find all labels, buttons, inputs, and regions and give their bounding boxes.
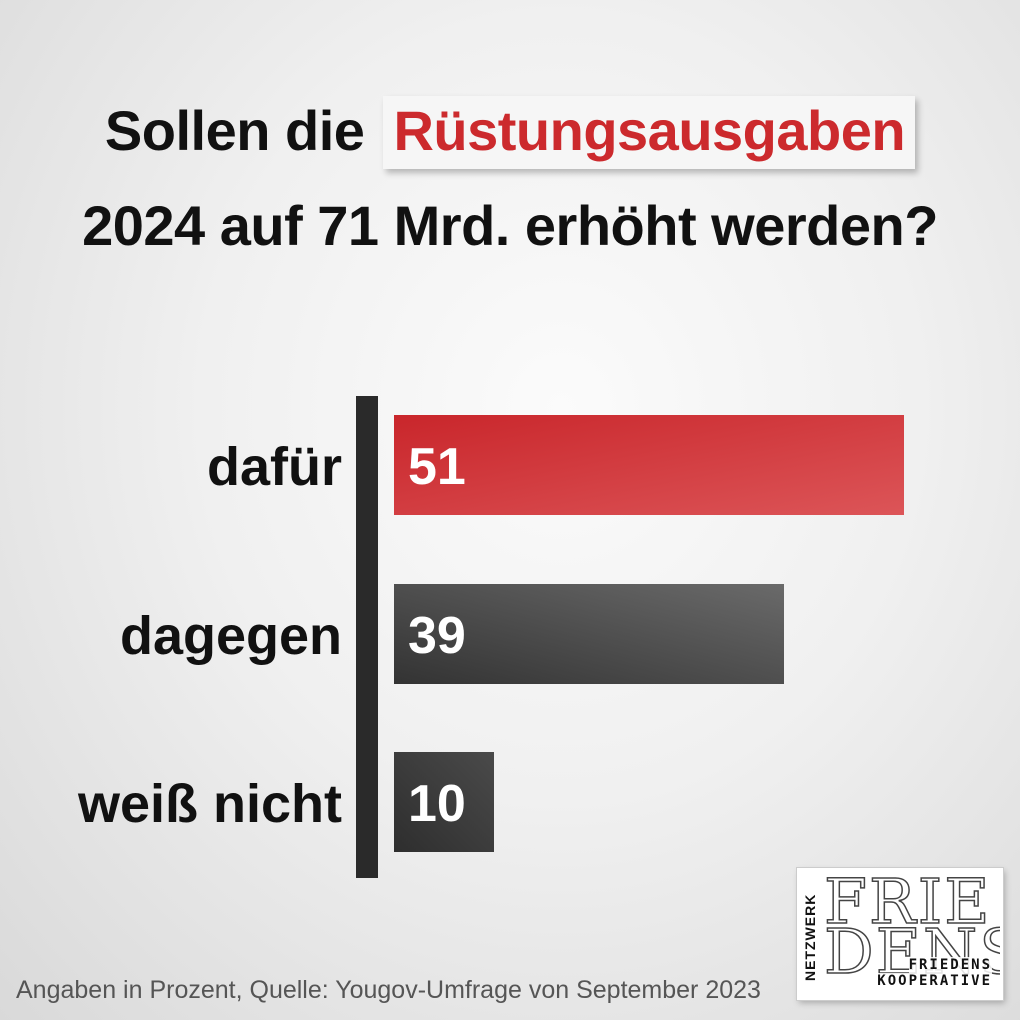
title-highlight: Rüstungsausgaben [383,96,916,169]
source-footnote: Angaben in Prozent, Quelle: Yougov-Umfra… [16,976,761,1004]
logo-text-frie: FRIE [823,868,992,938]
title-part1: Sollen die [104,99,365,162]
bar-1 [394,415,904,515]
category-label: dafür [207,437,342,497]
bar-3 [394,752,494,852]
axis-line [356,396,378,878]
logo: FRIE DENS NETZWERK FRIEDENS KOOPERATIVE [796,867,1004,1001]
logo-text-kooperative: KOOPERATIVE [877,973,992,989]
logo-text-friedens: FRIEDENS [908,957,992,973]
logo-text-netzwerk: NETZWERK [802,893,818,981]
bar-value-label: 10 [408,775,466,833]
bar-value-label: 39 [408,607,466,665]
bar-2 [394,584,784,684]
chart-title-line-1: Sollen die Rüstungsausgaben [0,96,1020,169]
category-label: weiß nicht [77,774,342,834]
category-label: dagegen [120,606,342,666]
chart-title-line-2: 2024 auf 71 Mrd. erhöht werden? [82,194,938,257]
bar-value-label: 51 [408,438,466,496]
